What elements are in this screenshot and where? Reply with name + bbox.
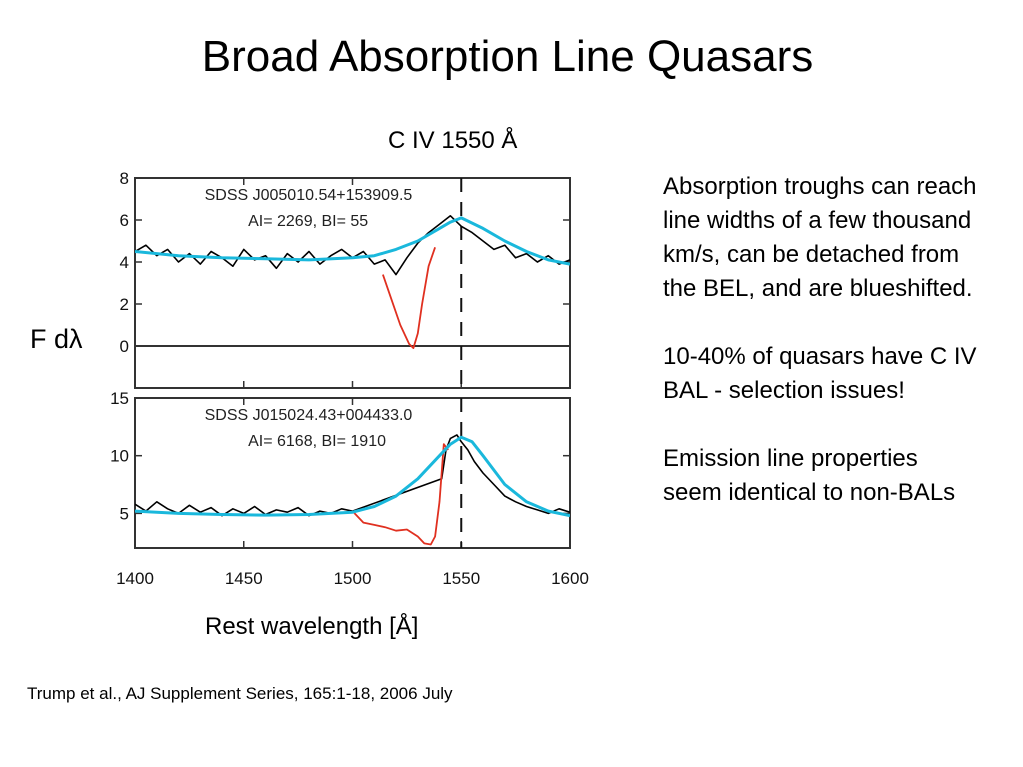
x-tick-label: 1400	[116, 569, 154, 588]
notes-panel: Absorption troughs can reach line widths…	[663, 170, 983, 544]
slide-title: Broad Absorption Line Quasars	[201, 32, 814, 81]
x-tick-label: 1550	[442, 569, 480, 588]
y-tick-label: 10	[110, 447, 129, 466]
continuum-fit-line	[135, 435, 570, 518]
spectrum-name-label: SDSS J015024.43+004433.0	[205, 407, 413, 424]
y-axis-label: F dλ	[30, 324, 83, 354]
series-group	[135, 434, 570, 546]
spectrum-panel: 0 2 4 6 8 SDSS J005010.54+153909.5 AI= 2269, B…	[120, 169, 571, 389]
spectrum-chart: 0 2 4 6 8 SDSS J005010.54+153909.5 AI= 2269, B…	[110, 169, 589, 588]
spectrum-annotation-label: AI= 2269, BI= 55	[248, 213, 368, 230]
absorption-trough-line	[382, 247, 436, 350]
y-tick-label: 8	[120, 169, 129, 188]
spectrum-panel: 5 10 15 SDSS J015024.43+004433.0 AI= 6168, B…	[110, 389, 571, 549]
marker-label: C IV 1550 Å	[388, 127, 518, 154]
series-group	[135, 214, 570, 350]
note-paragraph: Absorption troughs can reach line widths…	[663, 173, 977, 302]
spectrum-annotation-label: AI= 6168, BI= 1910	[248, 433, 386, 450]
y-tick-label: 6	[120, 211, 129, 230]
panel-frame	[134, 177, 571, 389]
x-tick-label: 1450	[225, 569, 263, 588]
y-tick-label: 4	[120, 253, 129, 272]
note-paragraph: Emission line properties seem identical …	[663, 445, 956, 506]
x-axis-label: Rest wavelength [Å]	[205, 613, 419, 640]
y-tick-label: 2	[120, 295, 129, 314]
y-tick-label: 0	[120, 337, 129, 356]
x-tick-label: 1600	[551, 569, 589, 588]
spectrum-name-label: SDSS J005010.54+153909.5	[205, 187, 413, 204]
continuum-fit-line	[135, 216, 570, 266]
citation: Trump et al., AJ Supplement Series, 165:…	[27, 684, 453, 703]
note-paragraph: 10-40% of quasars have C IV BAL - select…	[663, 343, 977, 404]
x-tick-label: 1500	[334, 569, 372, 588]
y-tick-label: 5	[120, 504, 129, 523]
absorption-trough-line	[351, 443, 449, 546]
y-tick-label: 15	[110, 389, 129, 408]
